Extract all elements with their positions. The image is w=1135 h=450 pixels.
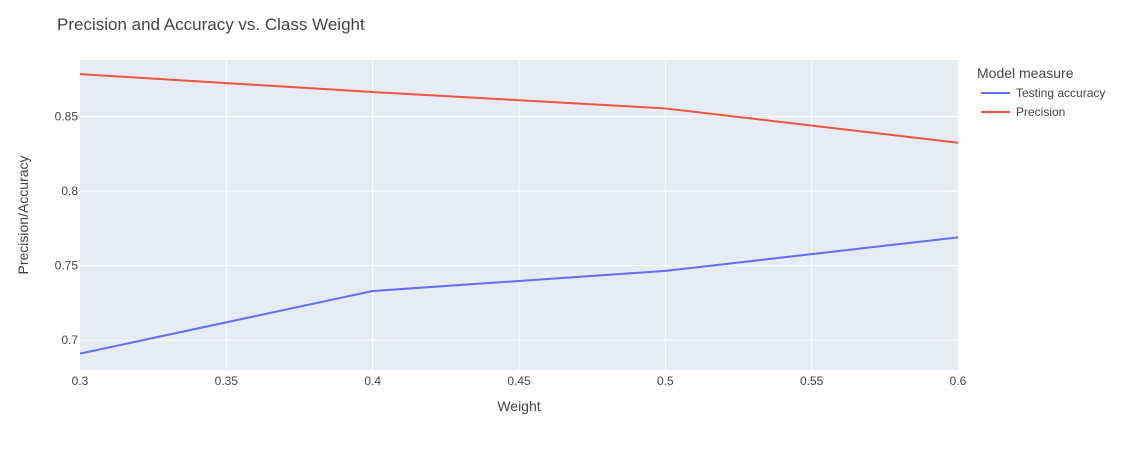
legend-title: Model measure xyxy=(977,65,1074,81)
legend-item-label: Testing accuracy xyxy=(1016,86,1105,100)
series-line-testing-accuracy xyxy=(79,236,959,355)
x-tick-label: 0.4 xyxy=(364,374,381,388)
x-tick-label: 0.55 xyxy=(800,374,824,388)
x-tick-label: 0.3 xyxy=(72,374,89,388)
legend: Model measure Testing accuracy Precision xyxy=(977,65,1105,119)
y-tick-label: 0.8 xyxy=(61,184,78,198)
y-tick-label: 0.7 xyxy=(61,333,78,347)
x-tick-label: 0.45 xyxy=(507,374,531,388)
y-tick-label: 0.75 xyxy=(55,259,79,273)
x-tick-label: 0.5 xyxy=(657,374,674,388)
y-gridlines xyxy=(80,116,958,341)
x-tick-label: 0.35 xyxy=(215,374,239,388)
x-tick-label: 0.6 xyxy=(950,374,967,388)
chart-title: Precision and Accuracy vs. Class Weight xyxy=(57,15,365,34)
y-tick-label: 0.85 xyxy=(55,110,79,124)
x-gridlines xyxy=(225,60,813,370)
series-lines xyxy=(79,73,959,355)
legend-item-label: Precision xyxy=(1016,105,1065,119)
y-axis-title: Precision/Accuracy xyxy=(15,155,31,274)
x-axis-tick-labels: 0.3 0.35 0.4 0.45 0.5 0.55 0.6 xyxy=(72,374,967,388)
y-axis-tick-labels: 0.7 0.75 0.8 0.85 xyxy=(55,110,79,348)
series-line-precision xyxy=(79,73,959,144)
x-axis-title: Weight xyxy=(497,398,540,414)
